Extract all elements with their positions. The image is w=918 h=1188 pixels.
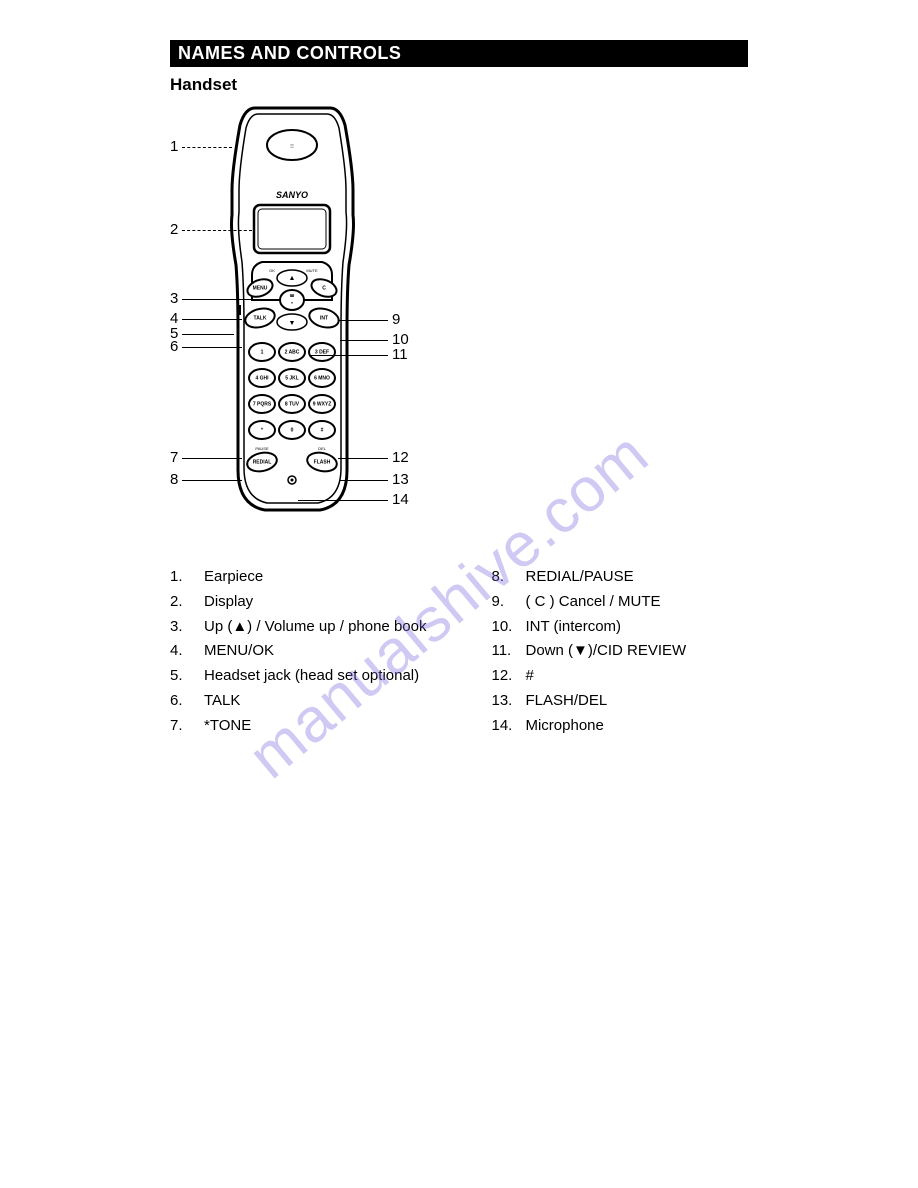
callout-11: 11 [392, 346, 408, 363]
svg-text:5 JKL: 5 JKL [285, 375, 299, 381]
callout-12: 12 [392, 449, 409, 466]
legend: 1.Earpiece 2.Display 3.Up (▲) / Volume u… [170, 565, 748, 738]
legend-item: 10.INT (intercom) [491, 615, 686, 640]
legend-item: 7.*TONE [170, 714, 426, 739]
legend-left-column: 1.Earpiece 2.Display 3.Up (▲) / Volume u… [170, 565, 426, 738]
svg-text:▼: ▼ [289, 320, 296, 327]
svg-text:TALK: TALK [254, 315, 267, 321]
handset-diagram: ⁝⁝ SANYO ▲ ☎ ▼ MENU OK C MUTE ▼ [170, 100, 450, 530]
svg-text:▼: ▼ [291, 301, 294, 305]
svg-text:*: * [261, 427, 263, 433]
svg-text:#: # [321, 427, 324, 433]
svg-text:REDIAL: REDIAL [253, 459, 272, 465]
callout-1: 1 [170, 138, 178, 155]
legend-item: 13.FLASH/DEL [491, 689, 686, 714]
svg-text:DEL: DEL [318, 446, 327, 451]
svg-text:C: C [322, 285, 326, 291]
svg-text:FLASH: FLASH [314, 459, 331, 465]
svg-text:⁝⁝: ⁝⁝ [290, 144, 294, 150]
section-header: NAMES AND CONTROLS [170, 40, 748, 67]
svg-text:MUTE: MUTE [306, 268, 318, 273]
legend-item: 4.MENU/OK [170, 639, 426, 664]
callout-2: 2 [170, 221, 178, 238]
legend-item: 6.TALK [170, 689, 426, 714]
callout-8: 8 [170, 471, 178, 488]
callout-13: 13 [392, 471, 409, 488]
svg-text:8 TUV: 8 TUV [285, 401, 300, 407]
legend-item: 5.Headset jack (head set optional) [170, 664, 426, 689]
subtitle-handset: Handset [170, 75, 748, 95]
svg-text:0: 0 [291, 427, 294, 433]
callout-6: 6 [170, 338, 178, 355]
svg-text:OK: OK [269, 268, 275, 273]
svg-text:6 MNO: 6 MNO [314, 375, 330, 381]
legend-item: 8.REDIAL/PAUSE [491, 565, 686, 590]
legend-item: 14.Microphone [491, 714, 686, 739]
svg-text:INT: INT [320, 315, 328, 321]
legend-item: 1.Earpiece [170, 565, 426, 590]
handset-illustration: ⁝⁝ SANYO ▲ ☎ ▼ MENU OK C MUTE ▼ [210, 100, 375, 520]
callout-7: 7 [170, 449, 178, 466]
svg-text:4 GHI: 4 GHI [255, 375, 269, 381]
svg-text:1: 1 [261, 349, 264, 355]
brand-label: SANYO [276, 190, 308, 200]
callout-9: 9 [392, 311, 400, 328]
callout-14: 14 [392, 491, 409, 508]
svg-text:2 ABC: 2 ABC [285, 349, 300, 355]
legend-item: 2.Display [170, 590, 426, 615]
callout-3: 3 [170, 290, 178, 307]
legend-right-column: 8.REDIAL/PAUSE 9.( C ) Cancel / MUTE 10.… [491, 565, 686, 738]
svg-text:MENU: MENU [253, 285, 268, 291]
svg-text:PAUSE: PAUSE [255, 446, 269, 451]
svg-text:7 PQRS: 7 PQRS [253, 401, 272, 407]
svg-text:☎: ☎ [290, 293, 295, 298]
legend-item: 11.Down (▼)/CID REVIEW [491, 639, 686, 664]
legend-item: 9.( C ) Cancel / MUTE [491, 590, 686, 615]
legend-item: 12.# [491, 664, 686, 689]
svg-text:9 WXYZ: 9 WXYZ [313, 401, 332, 407]
svg-text:▲: ▲ [289, 275, 296, 282]
legend-item: 3.Up (▲) / Volume up / phone book [170, 615, 426, 640]
